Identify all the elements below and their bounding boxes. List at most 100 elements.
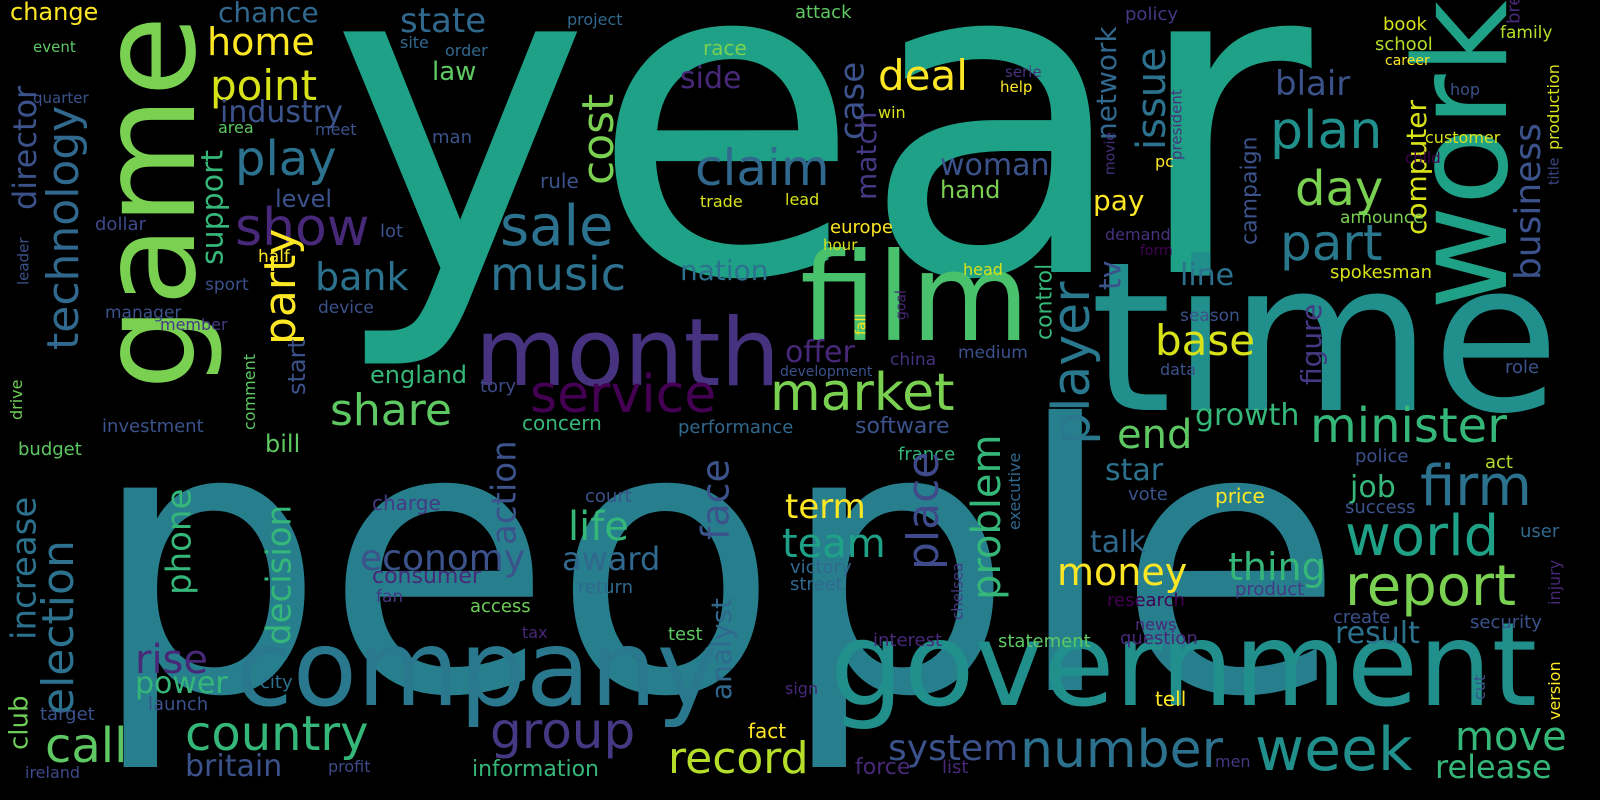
word: place xyxy=(898,452,949,570)
word: start xyxy=(283,339,311,395)
word: star xyxy=(1105,453,1164,488)
word: change xyxy=(10,0,98,26)
word: france xyxy=(898,444,955,465)
word: music xyxy=(490,247,626,301)
word: chelsea xyxy=(948,563,966,620)
word: cut xyxy=(1470,675,1489,700)
word: year xyxy=(330,0,1316,376)
word: rise xyxy=(135,637,208,683)
word: industry xyxy=(220,95,343,130)
word: time xyxy=(1090,218,1560,460)
word: group xyxy=(490,702,635,760)
word: meet xyxy=(315,120,357,139)
word: analyst xyxy=(705,598,738,700)
word: quarter xyxy=(33,89,89,107)
word: force xyxy=(855,755,910,780)
word: tell xyxy=(1155,687,1186,711)
word: question xyxy=(1120,628,1198,649)
word: job xyxy=(1349,470,1396,505)
word: work xyxy=(1388,0,1537,310)
word: profit xyxy=(328,757,371,776)
word: men xyxy=(1215,752,1251,771)
word: target xyxy=(40,704,95,725)
word: economy xyxy=(360,538,525,579)
word: phone xyxy=(160,489,200,595)
word: campaign xyxy=(1238,137,1263,245)
word: day xyxy=(1295,161,1383,217)
word: price xyxy=(1215,484,1265,508)
word: release xyxy=(1435,748,1552,786)
word: information xyxy=(472,757,599,782)
word: school xyxy=(1375,34,1433,55)
word: tv xyxy=(1094,260,1129,290)
word: user xyxy=(1520,521,1560,542)
word: growth xyxy=(1195,398,1299,433)
word: director xyxy=(6,85,44,210)
word: people xyxy=(90,348,1344,778)
word: street xyxy=(790,574,843,595)
word: charge xyxy=(372,491,441,515)
word: technology xyxy=(38,106,89,350)
word: law xyxy=(432,57,476,87)
word: point xyxy=(210,61,317,110)
word: goal xyxy=(894,290,910,320)
word: production xyxy=(1544,64,1563,150)
word: race xyxy=(703,36,747,60)
word: attack xyxy=(795,2,852,23)
word: lead xyxy=(785,190,819,209)
word: blair xyxy=(1275,64,1350,104)
word: game xyxy=(72,16,226,390)
word: bank xyxy=(315,255,409,299)
word: career xyxy=(1385,53,1430,69)
word: end xyxy=(1117,412,1192,458)
word: cost xyxy=(573,94,624,185)
word: budget xyxy=(18,439,82,460)
word: company xyxy=(235,608,719,730)
word: member xyxy=(160,315,228,334)
word: lot xyxy=(380,221,403,242)
word: vote xyxy=(1128,484,1168,505)
word: base xyxy=(1155,316,1255,365)
word: version xyxy=(1545,661,1564,720)
word: number xyxy=(1020,720,1224,780)
word: leader xyxy=(14,237,32,285)
word: statement xyxy=(998,631,1091,652)
word: comment xyxy=(240,354,259,430)
word: support xyxy=(196,150,231,265)
word: europe xyxy=(830,217,893,238)
word: network xyxy=(1090,26,1123,140)
word: president xyxy=(1167,89,1185,160)
word: firm xyxy=(1420,454,1532,519)
word: line xyxy=(1180,258,1234,293)
word: share xyxy=(330,385,452,436)
word: face xyxy=(694,459,738,540)
word: manager xyxy=(105,303,181,323)
word: half xyxy=(258,247,291,267)
word: state xyxy=(400,1,486,41)
word: return xyxy=(578,577,633,598)
word: power xyxy=(135,666,228,701)
word: break xyxy=(1504,0,1525,24)
word: pc xyxy=(1155,152,1174,171)
word: medium xyxy=(958,343,1028,363)
word: hop xyxy=(1450,80,1480,99)
word: thing xyxy=(1228,545,1326,589)
word: china xyxy=(890,350,936,370)
word: win xyxy=(878,103,906,122)
word: month xyxy=(475,299,780,408)
word: play xyxy=(235,131,337,187)
word: control xyxy=(1033,264,1058,340)
word: success xyxy=(1345,497,1415,518)
word: dollar xyxy=(95,214,146,235)
word: demand xyxy=(1105,225,1171,244)
word: book xyxy=(1383,14,1427,35)
word: home xyxy=(207,20,315,64)
word: announce xyxy=(1340,208,1424,228)
word: report xyxy=(1345,554,1516,619)
word: injury xyxy=(1545,560,1564,605)
word: device xyxy=(318,298,374,318)
word: plan xyxy=(1270,101,1382,161)
word: order xyxy=(445,41,488,60)
